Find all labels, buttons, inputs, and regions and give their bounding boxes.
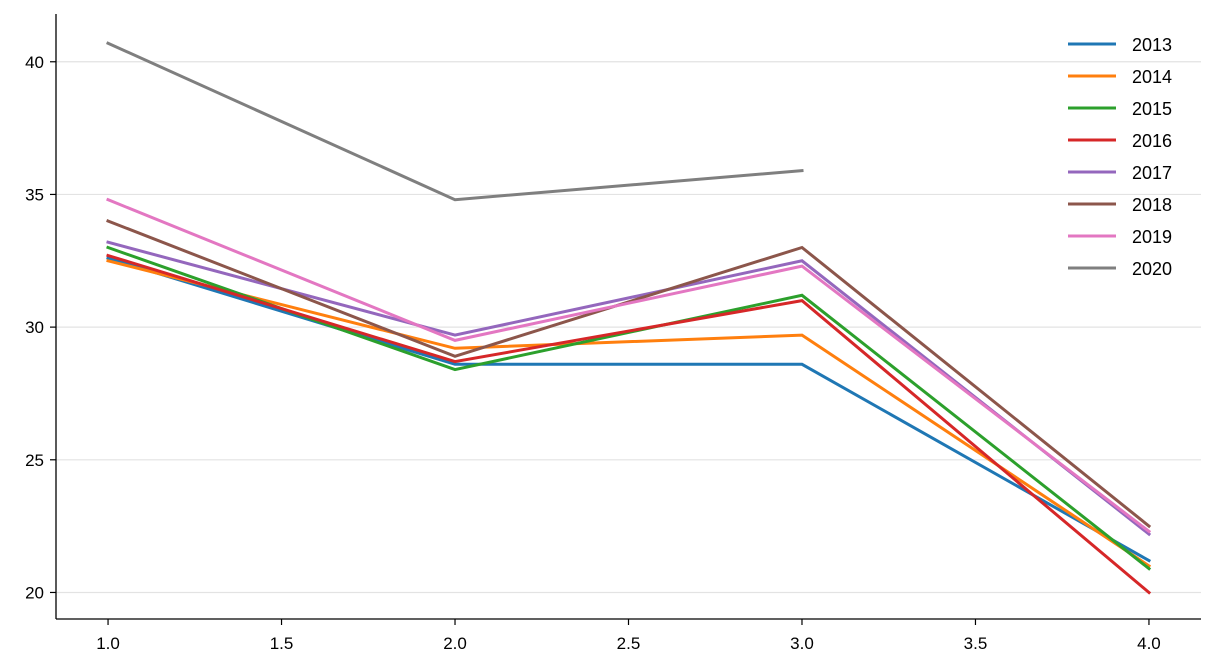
legend-label: 2020 [1132, 259, 1172, 279]
series-line-2020 [106, 41, 804, 202]
legend-label: 2013 [1132, 35, 1172, 55]
gridlines [56, 61, 1201, 594]
x-tick-label: 1.0 [96, 634, 120, 653]
legend-label: 2017 [1132, 163, 1172, 183]
legend-label: 2019 [1132, 227, 1172, 247]
legend: 2013 2014 2015 2016 2017 2018 2019 2020 [1068, 35, 1172, 279]
series-line-2019 [106, 197, 1152, 534]
series-line-2014 [106, 258, 1152, 568]
y-tick-label: 20 [25, 583, 44, 602]
series-line-2018 [106, 219, 1152, 529]
series-lines [106, 41, 1152, 595]
axes: 20 25 30 35 40 1.0 1.5 2.0 2.5 3.0 3.5 4.0 [25, 14, 1201, 653]
x-tick-label: 2.5 [617, 634, 641, 653]
x-tick-label: 3.5 [964, 634, 988, 653]
series-line-2016 [106, 253, 1152, 595]
legend-label: 2014 [1132, 67, 1172, 87]
series-line-2015 [106, 245, 1152, 571]
series-line-2013 [106, 256, 1152, 563]
legend-label: 2016 [1132, 131, 1172, 151]
x-tick-label: 4.0 [1137, 634, 1161, 653]
x-tick-label: 1.5 [270, 634, 294, 653]
y-tick-label: 25 [25, 451, 44, 470]
y-tick-label: 30 [25, 318, 44, 337]
x-tick-label: 3.0 [790, 634, 814, 653]
x-tick-label: 2.0 [443, 634, 467, 653]
legend-label: 2015 [1132, 99, 1172, 119]
legend-label: 2018 [1132, 195, 1172, 215]
y-tick-label: 40 [25, 53, 44, 72]
y-tick-label: 35 [25, 185, 44, 204]
series-line-2017 [106, 240, 1152, 537]
